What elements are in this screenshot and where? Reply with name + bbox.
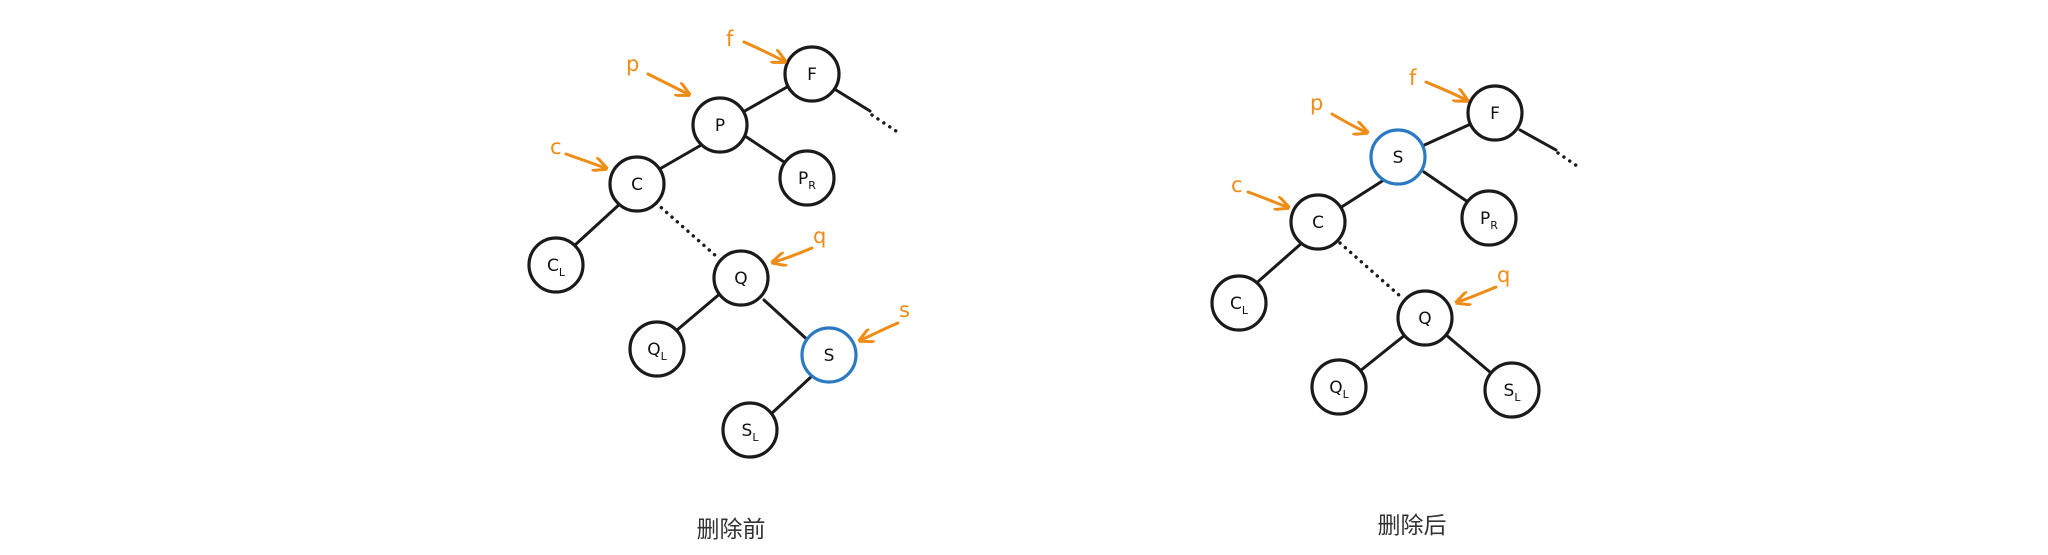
node-S-highlighted: S — [800, 326, 858, 384]
node-QL: QL — [1310, 358, 1368, 416]
edge-C-Q-ellipsis — [654, 201, 718, 258]
pointer-c: c — [1231, 173, 1287, 207]
svg-text:QL: QL — [1329, 378, 1349, 401]
svg-text:S: S — [824, 346, 835, 366]
edge-Q-S — [762, 298, 814, 346]
node-PR: PR — [1460, 189, 1518, 247]
svg-text:C: C — [1312, 213, 1324, 233]
edge-Q-SL — [1443, 332, 1499, 380]
svg-text:p: p — [626, 52, 639, 76]
edge-Q-QL — [668, 290, 724, 338]
edge-F-ellipsis — [1556, 151, 1582, 170]
svg-text:CL: CL — [547, 256, 566, 279]
svg-text:Q: Q — [1418, 309, 1431, 329]
pointer-q: q — [1458, 263, 1510, 302]
svg-text:P: P — [715, 116, 725, 136]
svg-text:PR: PR — [1480, 209, 1498, 232]
svg-text:Q: Q — [734, 269, 747, 289]
edge-F-ellipsis — [870, 113, 898, 133]
diagram-before: F P PR C CL Q QL S — [527, 27, 910, 543]
caption-after: 删除后 — [1378, 513, 1447, 539]
svg-text:S: S — [1393, 148, 1404, 168]
caption-before: 删除前 — [697, 517, 766, 543]
node-C: C — [608, 155, 666, 213]
svg-text:SL: SL — [742, 421, 760, 444]
edge-C-Q-ellipsis — [1338, 241, 1402, 298]
node-SL: SL — [721, 401, 779, 459]
pointer-c: c — [550, 135, 605, 168]
pointer-p: p — [1310, 91, 1366, 132]
node-F: F — [1466, 84, 1524, 142]
svg-text:q: q — [1497, 263, 1510, 287]
svg-text:f: f — [726, 27, 734, 51]
node-C: C — [1289, 193, 1347, 251]
svg-text:c: c — [550, 135, 562, 159]
svg-text:F: F — [1490, 104, 1500, 124]
node-CL: CL — [1210, 274, 1268, 332]
node-F: F — [783, 45, 841, 103]
svg-text:PR: PR — [798, 169, 816, 192]
node-PR: PR — [778, 149, 836, 207]
edge-Q-QL — [1353, 329, 1412, 377]
edge-F-continuation — [834, 88, 872, 113]
node-Q: Q — [712, 249, 770, 307]
node-QL: QL — [628, 320, 686, 378]
svg-text:QL: QL — [647, 340, 667, 363]
pointer-p: p — [626, 52, 688, 94]
pointer-q: q — [774, 224, 826, 262]
svg-text:f: f — [1409, 66, 1417, 90]
pointer-f: f — [726, 27, 784, 61]
svg-text:p: p — [1310, 91, 1323, 115]
node-P: P — [691, 96, 749, 154]
svg-text:SL: SL — [1504, 381, 1522, 404]
svg-text:F: F — [807, 65, 817, 85]
svg-text:C: C — [631, 175, 643, 195]
pointer-f: f — [1409, 66, 1466, 100]
node-S-highlighted: S — [1369, 128, 1427, 186]
node-CL: CL — [527, 236, 585, 294]
edge-F-continuation — [1518, 128, 1558, 152]
node-Q: Q — [1396, 289, 1454, 347]
node-SL: SL — [1483, 361, 1541, 419]
svg-text:CL: CL — [1230, 294, 1249, 317]
diagram-after: F S PR C CL Q QL SL — [1210, 66, 1582, 539]
pointer-s: s — [861, 298, 910, 340]
edge-S-SL — [769, 374, 814, 416]
svg-text:c: c — [1231, 173, 1243, 197]
svg-text:q: q — [813, 224, 826, 248]
svg-text:s: s — [899, 298, 910, 322]
